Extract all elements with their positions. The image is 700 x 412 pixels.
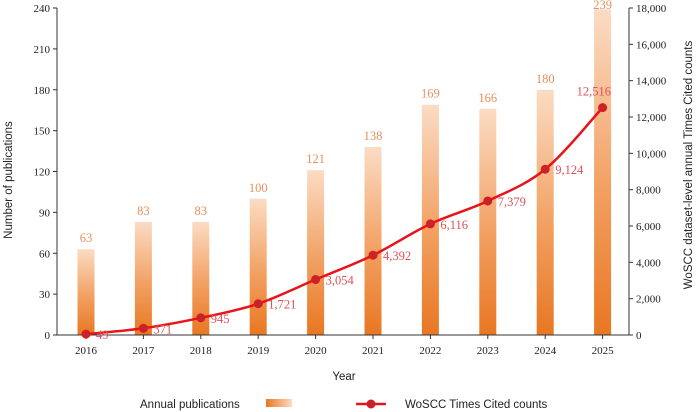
legend-label-publications: Annual publications xyxy=(140,399,240,411)
line-value-label: 12,516 xyxy=(577,85,611,99)
citations-marker-2018 xyxy=(196,313,206,323)
citations-marker-2023 xyxy=(483,196,493,206)
x-axis-title: Year xyxy=(332,371,355,383)
bar-value-label: 138 xyxy=(364,129,383,143)
y-left-tick-label: 30 xyxy=(39,289,51,301)
x-tick-label: 2024 xyxy=(534,345,557,357)
bar-value-label: 121 xyxy=(306,152,325,166)
legend-swatch-marker xyxy=(366,399,376,409)
citations-marker-2021 xyxy=(368,250,378,260)
bar-2021 xyxy=(364,146,382,335)
x-tick-label: 2017 xyxy=(132,345,155,357)
line-value-label: 1,721 xyxy=(268,298,296,312)
bar-2019 xyxy=(249,198,267,335)
y-left-tick-label: 180 xyxy=(34,85,51,97)
x-tick-label: 2018 xyxy=(190,345,213,357)
x-tick-label: 2019 xyxy=(247,345,270,357)
line-value-label: 4,392 xyxy=(383,249,411,263)
bar-value-label: 169 xyxy=(421,87,440,101)
line-series xyxy=(81,103,608,339)
line-value-label: 7,379 xyxy=(498,195,526,209)
bar-value-label: 83 xyxy=(195,204,208,218)
legend-swatch-publications xyxy=(266,399,292,407)
x-tick-label: 2023 xyxy=(477,345,500,357)
x-tick-label: 2020 xyxy=(305,345,328,357)
y-left-tick-label: 120 xyxy=(34,167,51,179)
citations-marker-2020 xyxy=(311,275,321,285)
y-right-tick-label: 12,000 xyxy=(636,112,667,124)
y-right-tick-label: 0 xyxy=(636,330,642,342)
line-value-label: 6,116 xyxy=(440,218,468,232)
legend: Annual publications WoSCC Times Cited co… xyxy=(140,399,548,411)
bar-value-label: 166 xyxy=(478,91,497,105)
x-tick-label: 2016 xyxy=(75,345,98,357)
data-labels: 63 83 83 100 121 138 169 166 180 239 49 371 945 1,721… xyxy=(80,0,612,342)
y-left-tick-label: 240 xyxy=(34,3,51,15)
bar-value-label: 83 xyxy=(137,204,150,218)
bar-2018 xyxy=(192,221,210,335)
line-value-label: 371 xyxy=(153,322,172,336)
y-right-tick-label: 14,000 xyxy=(636,76,667,88)
line-value-label: 9,124 xyxy=(555,163,584,177)
x-tick-label: 2025 xyxy=(592,345,615,357)
citations-marker-2024 xyxy=(540,164,550,174)
bar-2024 xyxy=(536,89,554,335)
y-right-tick-label: 6,000 xyxy=(636,221,661,233)
bar-2017 xyxy=(134,221,152,335)
citations-line xyxy=(85,106,604,336)
line-value-label: 3,054 xyxy=(326,274,355,288)
bar-2020 xyxy=(307,170,325,335)
y-left-tick-label: 90 xyxy=(39,207,51,219)
line-value-label: 49 xyxy=(96,328,109,342)
y-left-tick-label: 0 xyxy=(45,330,51,342)
y-right-tick-label: 8,000 xyxy=(636,185,661,197)
bar-value-label: 63 xyxy=(80,231,93,245)
citations-marker-2022 xyxy=(425,219,435,229)
y-right-tick-label: 10,000 xyxy=(636,148,667,160)
y-left-tick-label: 210 xyxy=(34,44,51,56)
y-right-tick-label: 16,000 xyxy=(636,39,667,51)
bar-2023 xyxy=(479,108,497,335)
y-left-tick-label: 150 xyxy=(34,126,51,138)
bar-value-label: 100 xyxy=(249,181,268,195)
y-axis-left-title: Number of publications xyxy=(3,121,15,239)
line-value-label: 945 xyxy=(211,312,230,326)
x-tick-label: 2022 xyxy=(419,345,441,357)
bar-value-label: 239 xyxy=(593,0,612,12)
bar-value-label: 180 xyxy=(536,72,555,86)
y-right-tick-label: 18,000 xyxy=(636,3,667,15)
y-right-tick-label: 4,000 xyxy=(636,257,661,269)
citations-marker-2017 xyxy=(138,323,148,333)
bar-2025 xyxy=(594,9,612,336)
citations-marker-2016 xyxy=(81,329,91,339)
citations-marker-2019 xyxy=(253,299,263,309)
y-axis-right-title: WoSCC dataset-level annual Times Cited c… xyxy=(683,41,695,290)
bar-2016 xyxy=(77,249,95,335)
y-left-tick-label: 60 xyxy=(39,248,51,260)
axes: 0 30 60 90 120 150 180 210 240 0 2,000 4,000 6,000 8,… xyxy=(34,3,667,357)
y-right-tick-label: 2,000 xyxy=(636,294,661,306)
citations-marker-2025 xyxy=(598,103,608,113)
legend-label-citations: WoSCC Times Cited counts xyxy=(405,399,548,411)
x-tick-label: 2021 xyxy=(362,345,384,357)
